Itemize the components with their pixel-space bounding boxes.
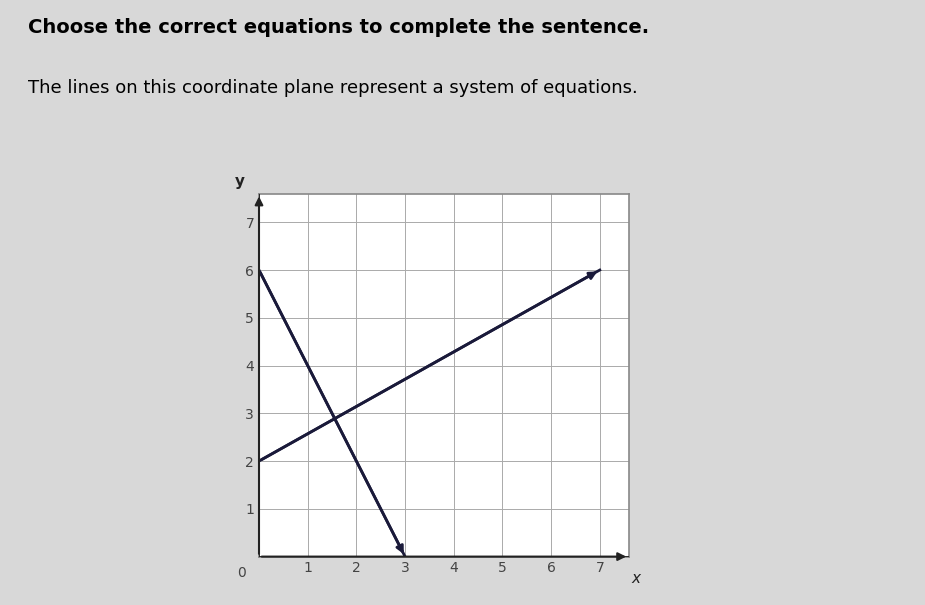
Text: Choose the correct equations to complete the sentence.: Choose the correct equations to complete… <box>28 18 648 37</box>
Text: The lines on this coordinate plane represent a system of equations.: The lines on this coordinate plane repre… <box>28 79 637 97</box>
Text: y: y <box>235 174 244 189</box>
Text: 0: 0 <box>238 566 246 580</box>
Text: x: x <box>632 571 640 586</box>
